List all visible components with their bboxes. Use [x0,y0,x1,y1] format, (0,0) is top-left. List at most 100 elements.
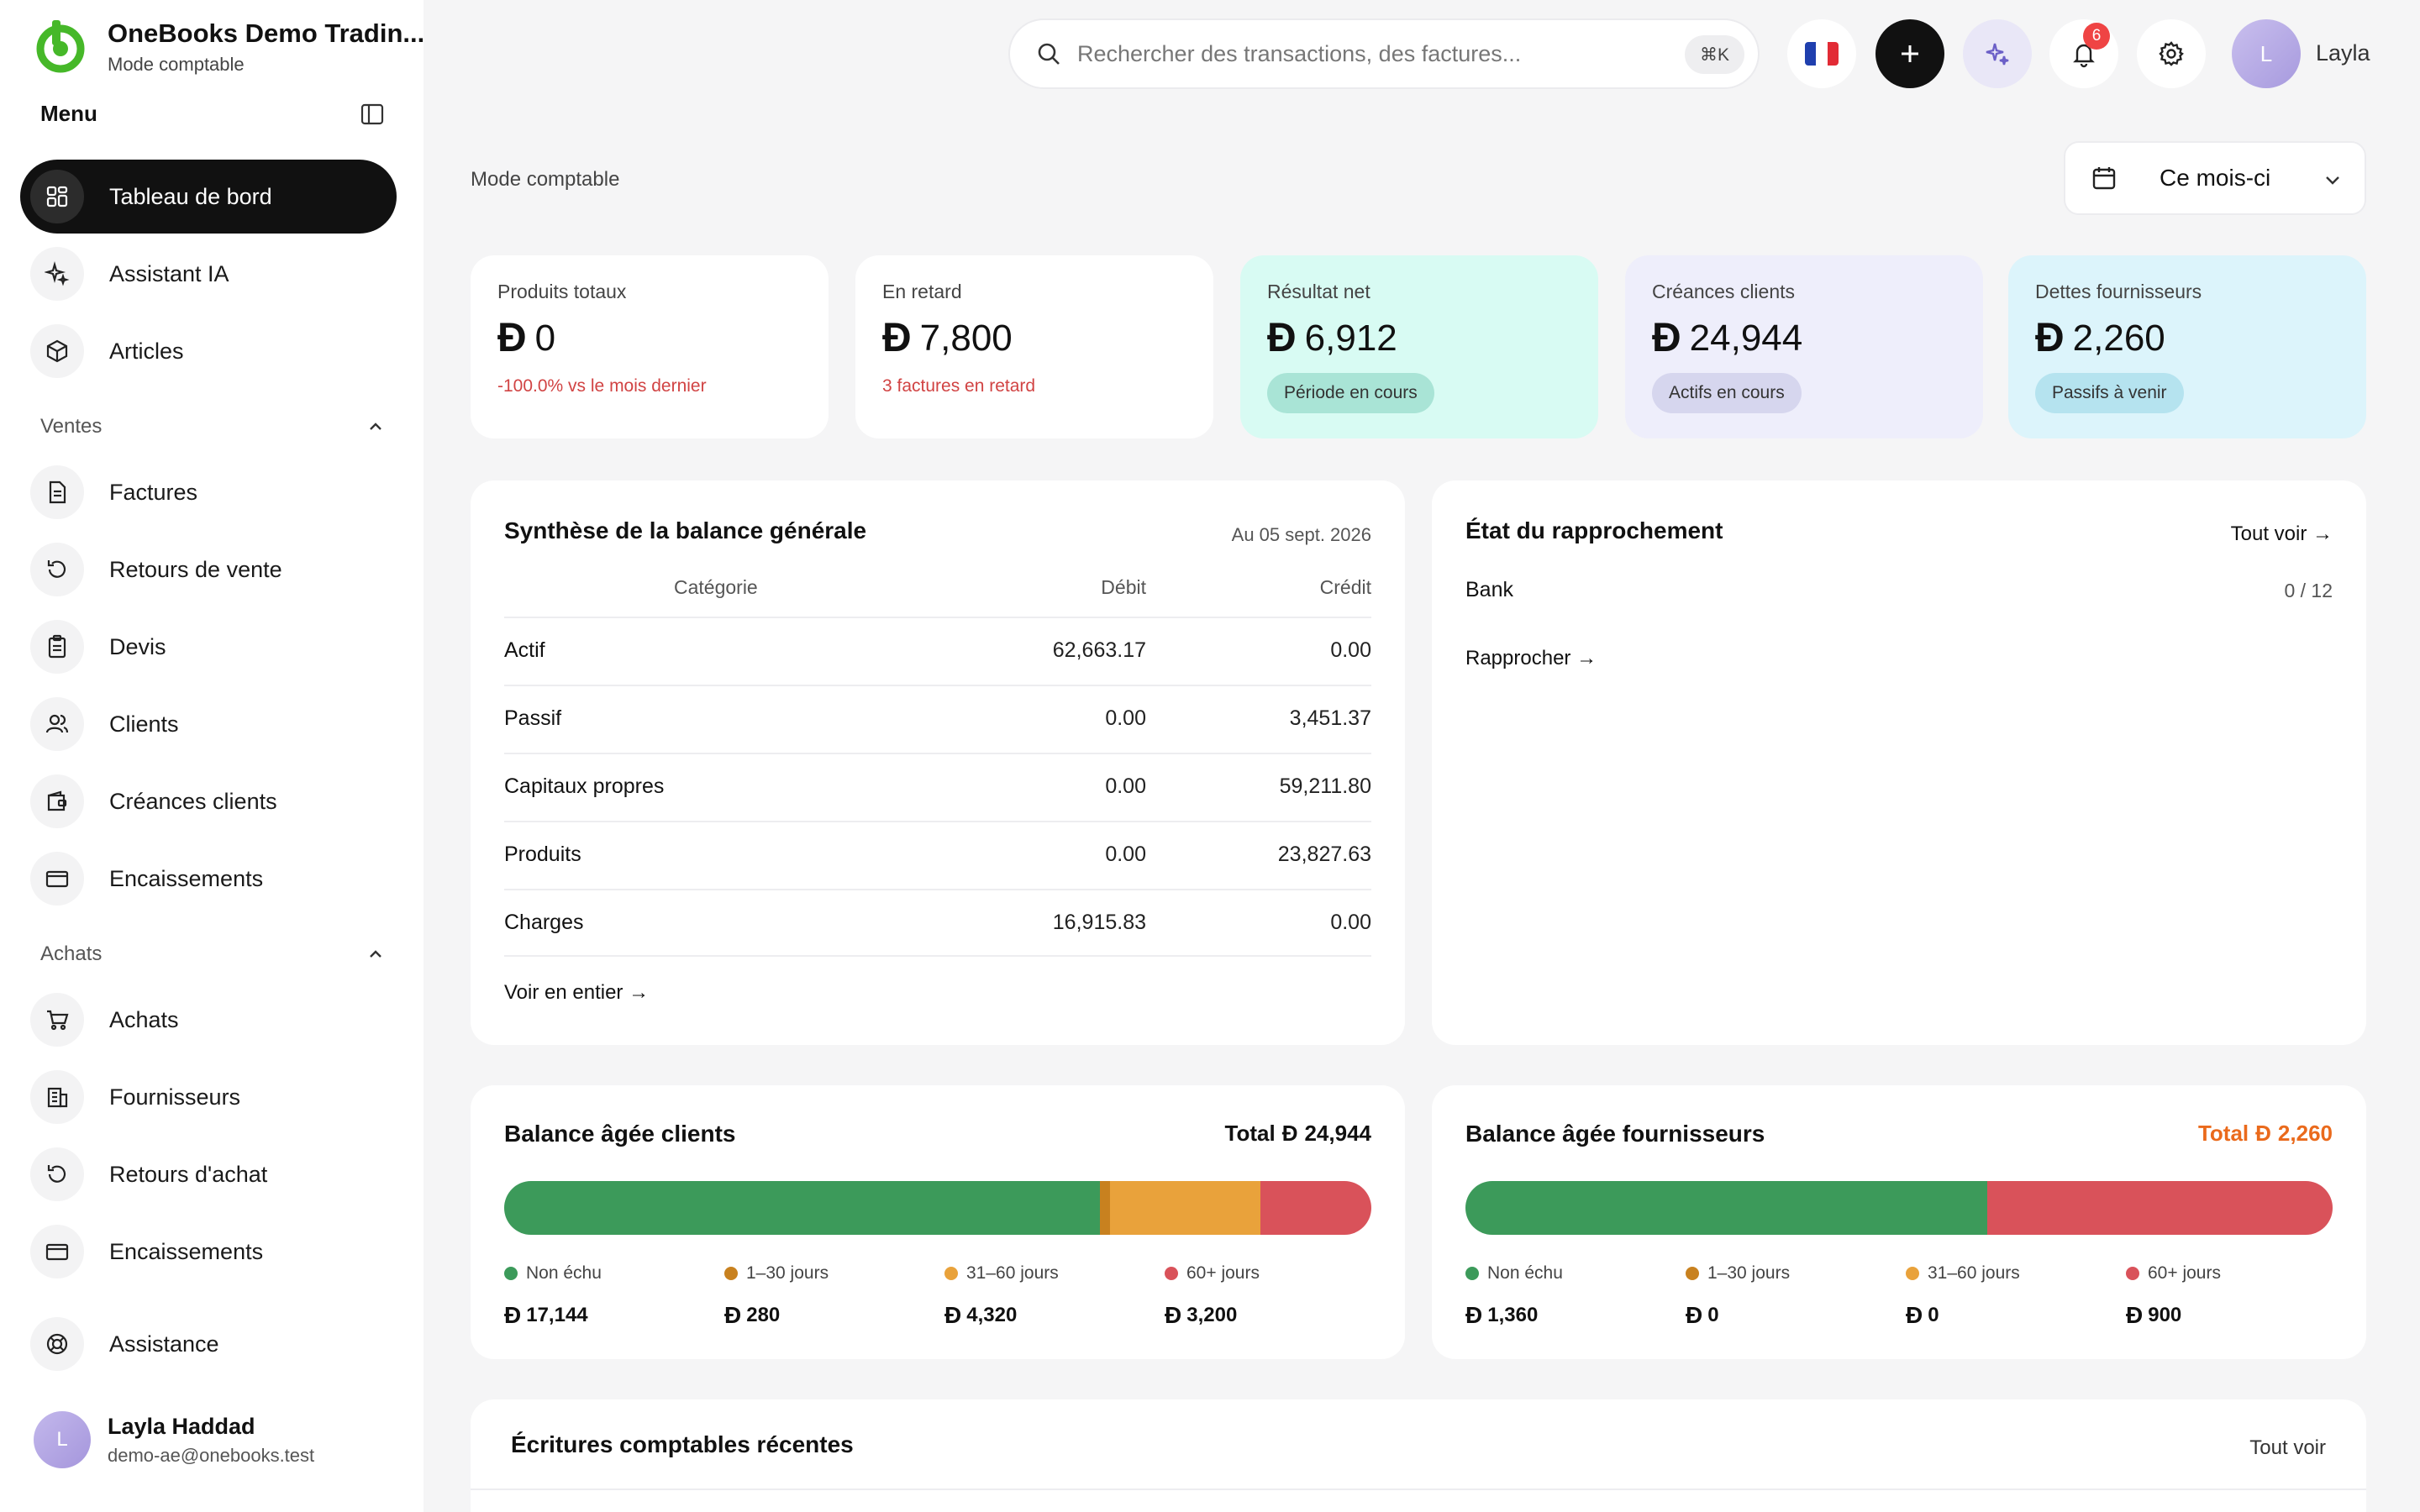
column-header-debit: Débit [1101,576,1146,598]
sidebar-item-factures[interactable]: Factures [20,455,397,529]
legend-value: 0 [1707,1304,1719,1326]
card-icon [30,1225,84,1278]
total-value: 24,944 [1304,1121,1371,1146]
section-ventes-label: Ventes [40,415,103,438]
sidebar-item-retours-de-vente[interactable]: Retours de vente [20,533,397,606]
sidebar-item-label: Retours d'achat [109,1161,268,1187]
sidebar-item-creances-clients[interactable]: Créances clients [20,764,397,838]
add-button[interactable] [1876,19,1944,88]
table-row[interactable]: Charges 16,915.83 0.00 [504,889,1371,957]
table-row[interactable]: Capitaux propres 0.00 59,211.80 [504,753,1371,821]
legend-label: 60+ jours [1186,1263,1260,1283]
legend-value: 900 [2148,1304,2182,1326]
user-email: demo-ae@onebooks.test [108,1444,315,1466]
language-button[interactable] [1787,19,1856,88]
sidebar-item-devis[interactable]: Devis [20,610,397,684]
kpi-en-retard[interactable]: En retard Ð 7,800 3 factures en retard [855,255,1213,438]
sidebar-item-encaissements[interactable]: Encaissements [20,842,397,916]
legend-label: Non échu [526,1263,602,1283]
sidebar-item-encaissements-achats[interactable]: Encaissements [20,1215,397,1289]
aging-suppliers-total: Total Ð 2,260 [2198,1121,2333,1147]
view-full-link[interactable]: Voir en entier → [504,981,650,1004]
section-ventes[interactable]: Ventes [40,415,385,438]
settings-button[interactable] [2137,19,2206,88]
avatar[interactable]: L [2232,19,2301,88]
avatar: L [34,1411,91,1468]
sidebar-item-achats[interactable]: Achats [20,983,397,1057]
legend-value: 280 [746,1304,781,1326]
currency-symbol: Ð [497,316,527,360]
menu-header: Menu [40,101,385,127]
sidebar-item-assistance[interactable]: Assistance [20,1307,397,1381]
kpi-value: 0 [534,317,556,359]
legend-60-plus: 60+ jours Ð 3,200 [1165,1263,1260,1329]
table-row[interactable]: Actif 62,663.17 0.00 [504,617,1371,685]
sidebar-item-assistant-ia[interactable]: Assistant IA [20,237,397,311]
kpi-creances-clients[interactable]: Créances clients Ð 24,944 Actifs en cours [1625,255,1983,438]
trial-balance-date: Au 05 sept. 2026 [1231,524,1371,545]
wallet-icon [30,774,84,828]
aging-suppliers-bar [1465,1181,2333,1235]
kpi-pill: Actifs en cours [1652,373,1802,413]
search-icon [1038,43,1060,65]
users-icon [30,697,84,751]
reconciliation-view-all[interactable]: Tout voir → [2230,522,2333,545]
sidebar-item-tableau-de-bord[interactable]: Tableau de bord [20,160,397,234]
kpi-subtext: 3 factures en retard [882,376,1036,396]
user-name: Layla Haddad [108,1413,255,1439]
quote-icon [30,620,84,674]
section-achats[interactable]: Achats [40,942,385,966]
sidebar-item-fournisseurs[interactable]: Fournisseurs [20,1060,397,1134]
notifications-button[interactable]: 6 [2049,19,2118,88]
currency-symbol: Ð [1465,1302,1483,1328]
period-select[interactable]: Ce mois-ci [2064,141,2366,215]
onebooks-logo-icon [36,20,85,73]
sidebar-user-card[interactable]: L Layla Haddad demo-ae@onebooks.test [34,1411,314,1468]
kpi-resultat-net[interactable]: Résultat net Ð 6,912 Période en cours [1240,255,1598,438]
row-credit: 23,827.63 [1277,843,1371,866]
legend-label: 31–60 jours [966,1263,1059,1283]
trial-balance-card: Synthèse de la balance générale Au 05 se… [471,480,1405,1045]
brand[interactable]: OneBooks Demo Tradin... Mode comptable [32,18,424,76]
sidebar-item-retours-achat[interactable]: Retours d'achat [20,1137,397,1211]
ai-assistant-button[interactable] [1963,19,2032,88]
kpi-value: 24,944 [1689,317,1803,359]
legend-dot [724,1267,738,1280]
currency-symbol: Ð [1686,1302,1703,1328]
aging-bar-segment-3 [1987,1181,2333,1235]
recent-entries-view-all[interactable]: Tout voir [2249,1436,2326,1459]
table-row[interactable]: Passif 0.00 3,451.37 [504,685,1371,753]
sidebar-item-label: Encaissements [109,1238,264,1264]
row-category: Charges [504,911,584,934]
sidebar-item-label: Tableau de bord [109,183,272,209]
sidebar-item-label: Devis [109,633,166,659]
sidebar-item-clients[interactable]: Clients [20,687,397,761]
kpi-title: Dettes fournisseurs [2035,281,2202,302]
row-credit: 59,211.80 [1279,774,1371,798]
row-category: Capitaux propres [504,774,665,798]
search-shortcut: ⌘K [1684,35,1744,74]
legend-value: 17,144 [526,1304,588,1326]
reconcile-link[interactable]: Rapprocher → [1465,647,1597,669]
search-input[interactable] [1077,40,1665,67]
search-bar[interactable]: ⌘K [1008,18,1760,89]
row-credit: 0.00 [1330,638,1371,662]
notification-badge: 6 [2083,23,2110,50]
legend-label: 1–30 jours [1707,1263,1791,1283]
sidebar-toggle-icon[interactable] [360,102,385,127]
period-value: Ce mois-ci [2160,165,2271,191]
sidebar-item-articles[interactable]: Articles [20,314,397,388]
cart-icon [30,993,84,1047]
kpi-dettes-fournisseurs[interactable]: Dettes fournisseurs Ð 2,260 Passifs à ven… [2008,255,2366,438]
aging-customers-bar [504,1181,1371,1235]
sidebar-item-label: Fournisseurs [109,1084,241,1110]
legend-31-60: 31–60 jours Ð 4,320 [944,1263,1059,1329]
table-row[interactable]: Produits 0.00 23,827.63 [504,821,1371,889]
top-user-name[interactable]: Layla [2316,40,2370,66]
reconciliation-title: État du rapprochement [1465,517,1723,543]
currency-symbol: Ð [2035,316,2065,360]
sidebar-item-label: Clients [109,711,179,737]
